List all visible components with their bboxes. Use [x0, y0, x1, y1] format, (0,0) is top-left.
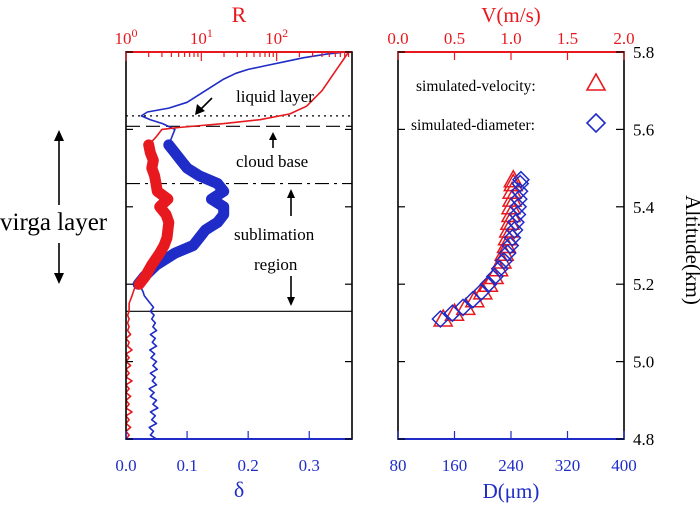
altitude-tick-label: 5.6	[633, 120, 654, 139]
bottom-axis-label-delta: δ	[234, 477, 244, 502]
right-panel: 0.0 0.5 1.0 1.5 2.0 80 160 240 320 400 4.8 5.0 5.2…	[387, 3, 700, 503]
velocity-point	[503, 173, 524, 192]
left-series	[126, 52, 350, 439]
bottom-delta-tick-label: 0.2	[238, 456, 259, 475]
top-r-tick-label: 101	[190, 26, 213, 48]
diameter-point	[431, 309, 450, 329]
diameter-point	[508, 205, 527, 224]
left-panel: 100 101 102 0.0 0.1 0.2 0.3 R δ	[115, 2, 353, 502]
sublimation-arrow-down-head	[287, 297, 295, 306]
altitude-tick-label: 5.0	[633, 353, 654, 372]
virga-label: virga layer	[0, 209, 108, 236]
altitude-axis-label: Altitude(km)	[681, 195, 700, 305]
bottom-delta-tick-label: 0.3	[299, 456, 320, 475]
diameter-point	[479, 275, 498, 294]
altitude-tick-label: 5.2	[633, 275, 654, 294]
legend-diameter-marker	[585, 112, 607, 134]
left-top-axis: 100 101 102	[115, 26, 352, 61]
sublimation-label-line2: region	[254, 255, 298, 274]
diameter-point	[472, 282, 491, 301]
bottom-d-tick-label: 240	[498, 456, 524, 475]
bottom-d-tick-label: 160	[442, 456, 468, 475]
sublimation-label-line1: sublimation	[234, 225, 315, 244]
right-bottom-axis: 80 160 240 320 400	[390, 431, 637, 475]
delta-profile-line	[137, 52, 347, 439]
sublimation-arrow-up-head	[287, 189, 295, 198]
diameter-point	[509, 190, 528, 209]
bottom-d-tick-label: 320	[555, 456, 581, 475]
top-r-tick-label: 100	[115, 26, 138, 48]
delta-sublimation-band	[132, 139, 230, 290]
cloud-base-label: cloud base	[236, 152, 308, 171]
bottom-delta-tick-label: 0.0	[115, 456, 136, 475]
top-axis-label-velocity: V(m/s)	[481, 3, 541, 27]
altitude-tick-label: 5.4	[633, 198, 655, 217]
legend-diameter-label: simulated-diameter:	[411, 117, 535, 134]
diameter-point	[485, 267, 504, 286]
right-y-axis: 4.8 5.0 5.2 5.4 5.6 5.8	[398, 43, 655, 449]
diameter-point	[511, 170, 530, 189]
diameter-point	[453, 298, 473, 317]
left-bottom-axis: 0.0 0.1 0.2 0.3	[115, 431, 352, 475]
cloud-base-arrow-head	[269, 132, 277, 140]
top-axis-label-R: R	[232, 2, 247, 27]
top-r-tick-label: 102	[265, 26, 288, 48]
diameter-point	[510, 182, 529, 201]
legend: simulated-velocity: simulated-diameter:	[411, 72, 607, 134]
reference-lines	[126, 115, 352, 312]
diameter-point	[494, 251, 513, 271]
legend-velocity-marker	[585, 72, 607, 91]
bottom-d-tick-label: 400	[611, 456, 637, 475]
top-v-tick-label: 0.5	[444, 29, 465, 48]
top-v-tick-label: 1.5	[557, 29, 578, 48]
r-sublimation-band	[133, 139, 175, 290]
top-v-tick-label: 0.0	[387, 29, 408, 48]
legend-velocity-label: simulated-velocity:	[416, 78, 536, 95]
liquid-layer-label: liquid layer	[236, 87, 314, 106]
right-top-axis: 0.0 0.5 1.0 1.5 2.0	[387, 29, 635, 60]
altitude-tick-label: 4.8	[633, 430, 654, 449]
bottom-axis-label-diameter: D(μm)	[483, 479, 540, 503]
virga-arrow-up-head	[54, 130, 64, 141]
diameter-point	[509, 197, 528, 216]
diameter-point	[506, 213, 525, 232]
bottom-delta-tick-label: 0.1	[176, 456, 197, 475]
liquid-layer-arrow-head	[195, 104, 205, 115]
annotations: virga layer liquid layer cloud base subl…	[0, 87, 315, 306]
diameter-point	[490, 259, 509, 278]
left-y-ticks	[126, 51, 352, 440]
right-series	[431, 169, 530, 329]
virga-arrow-down-head	[54, 273, 64, 284]
top-v-tick-label: 2.0	[613, 29, 634, 48]
bottom-d-tick-label: 80	[390, 456, 407, 475]
altitude-tick-label: 5.8	[633, 43, 654, 62]
top-v-tick-label: 1.0	[500, 29, 521, 48]
